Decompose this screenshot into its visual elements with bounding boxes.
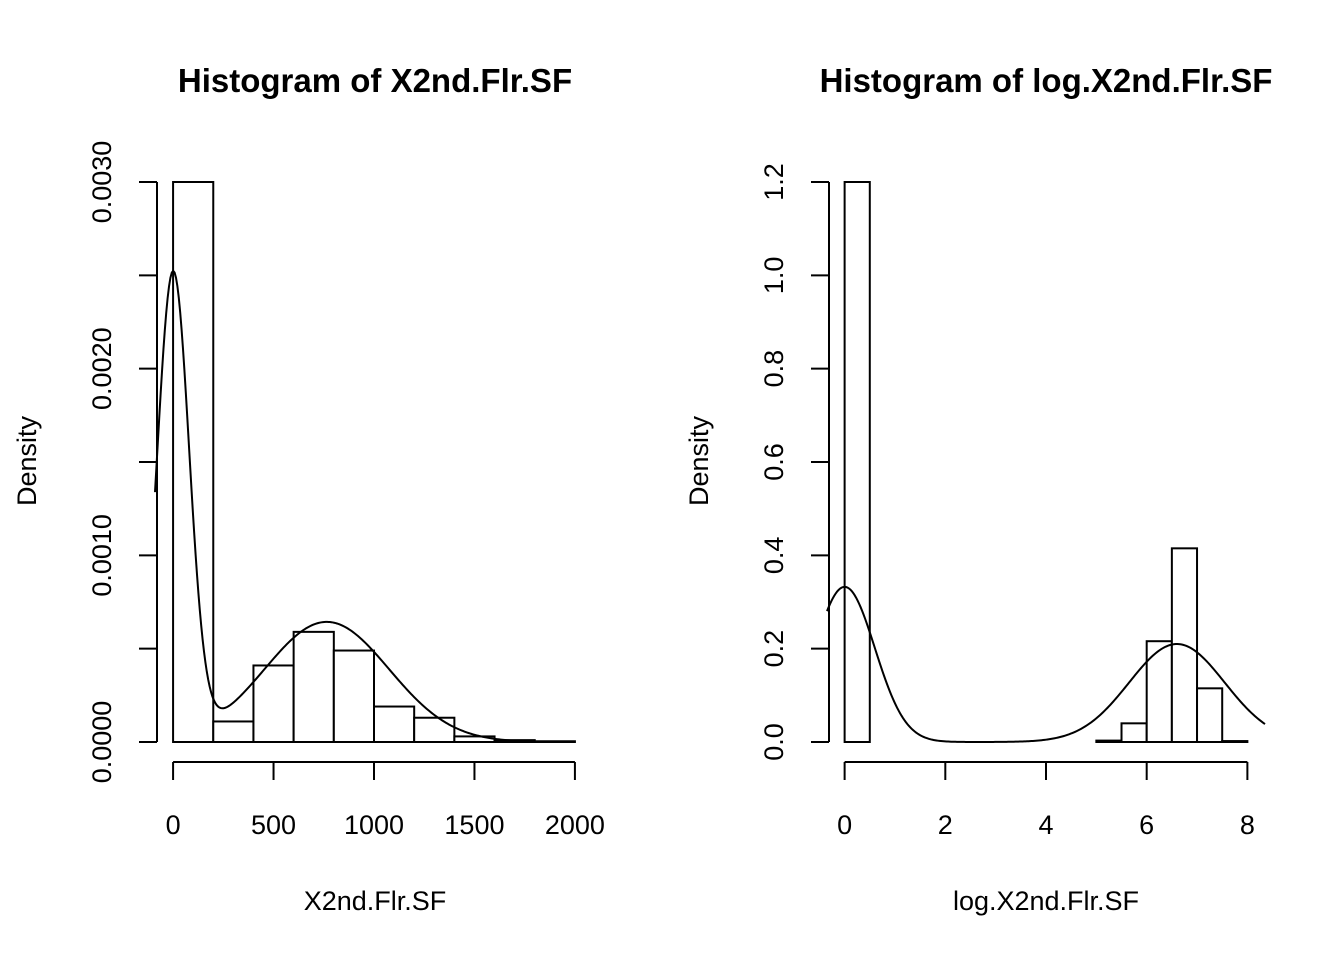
y-tick-label: 0.0	[759, 723, 789, 761]
histogram-bar	[252, 664, 295, 744]
x-tick-label: 0	[837, 810, 852, 840]
histogram-panel-x2nd-flr-sf: Histogram of X2nd.Flr.SF X2nd.Flr.SF Den…	[12, 62, 605, 916]
histogram-panel-log-x2nd-flr-sf: Histogram of log.X2nd.Flr.SF log.X2nd.Fl…	[684, 62, 1272, 916]
histogram-bar	[1145, 640, 1173, 744]
histogram-bar	[212, 720, 255, 744]
y-axis: 0.0 0.2 0.4 0.6 0.8 1.0 1.2	[759, 163, 830, 761]
x-tick-label: 2000	[545, 810, 605, 840]
histogram-bar	[1120, 722, 1148, 743]
y-tick-label: 0.0010	[87, 514, 117, 597]
x-tick-label: 0	[166, 810, 181, 840]
y-tick-label: 0.2	[759, 630, 789, 668]
y-tick-label: 0.0030	[87, 141, 117, 224]
x-axis-label: X2nd.Flr.SF	[304, 886, 447, 916]
histogram-bar	[843, 181, 871, 743]
histogram-bar	[1196, 687, 1224, 743]
histogram-bar	[373, 705, 416, 743]
y-tick-label: 0.4	[759, 537, 789, 575]
x-axis-label: log.X2nd.Flr.SF	[953, 886, 1139, 916]
x-axis: 0 500 1000 1500 2000	[166, 761, 605, 840]
y-tick-label: 0.0020	[87, 327, 117, 410]
y-axis-label: Density	[12, 415, 42, 506]
histogram-bars	[843, 181, 1249, 744]
x-tick-label: 500	[251, 810, 296, 840]
density-curve	[826, 585, 1266, 743]
y-axis-label: Density	[684, 415, 714, 506]
x-tick-label: 1500	[444, 810, 504, 840]
histogram-bar	[413, 716, 456, 744]
y-tick-label: 0.6	[759, 443, 789, 481]
x-tick-label: 8	[1240, 810, 1255, 840]
y-tick-label: 0.8	[759, 350, 789, 388]
histogram-bar	[332, 649, 376, 743]
x-axis: 0 2 4 6 8	[837, 761, 1255, 840]
density-curve	[154, 269, 575, 743]
histogram-bar	[1221, 740, 1249, 743]
histogram-bars	[172, 181, 576, 744]
y-axis: 0.0000 0.0010 0.0020 0.0030	[87, 141, 158, 784]
x-tick-label: 1000	[344, 810, 404, 840]
y-tick-label: 0.0000	[87, 701, 117, 784]
x-tick-label: 6	[1139, 810, 1154, 840]
histogram-bar	[172, 181, 215, 743]
y-tick-label: 1.2	[759, 163, 789, 201]
x-tick-label: 4	[1038, 810, 1053, 840]
chart-title: Histogram of log.X2nd.Flr.SF	[820, 62, 1273, 99]
x-tick-label: 2	[938, 810, 953, 840]
histogram-bar	[1095, 739, 1123, 743]
y-tick-label: 1.0	[759, 257, 789, 295]
chart-title: Histogram of X2nd.Flr.SF	[178, 62, 572, 99]
histogram-bar	[292, 630, 335, 743]
